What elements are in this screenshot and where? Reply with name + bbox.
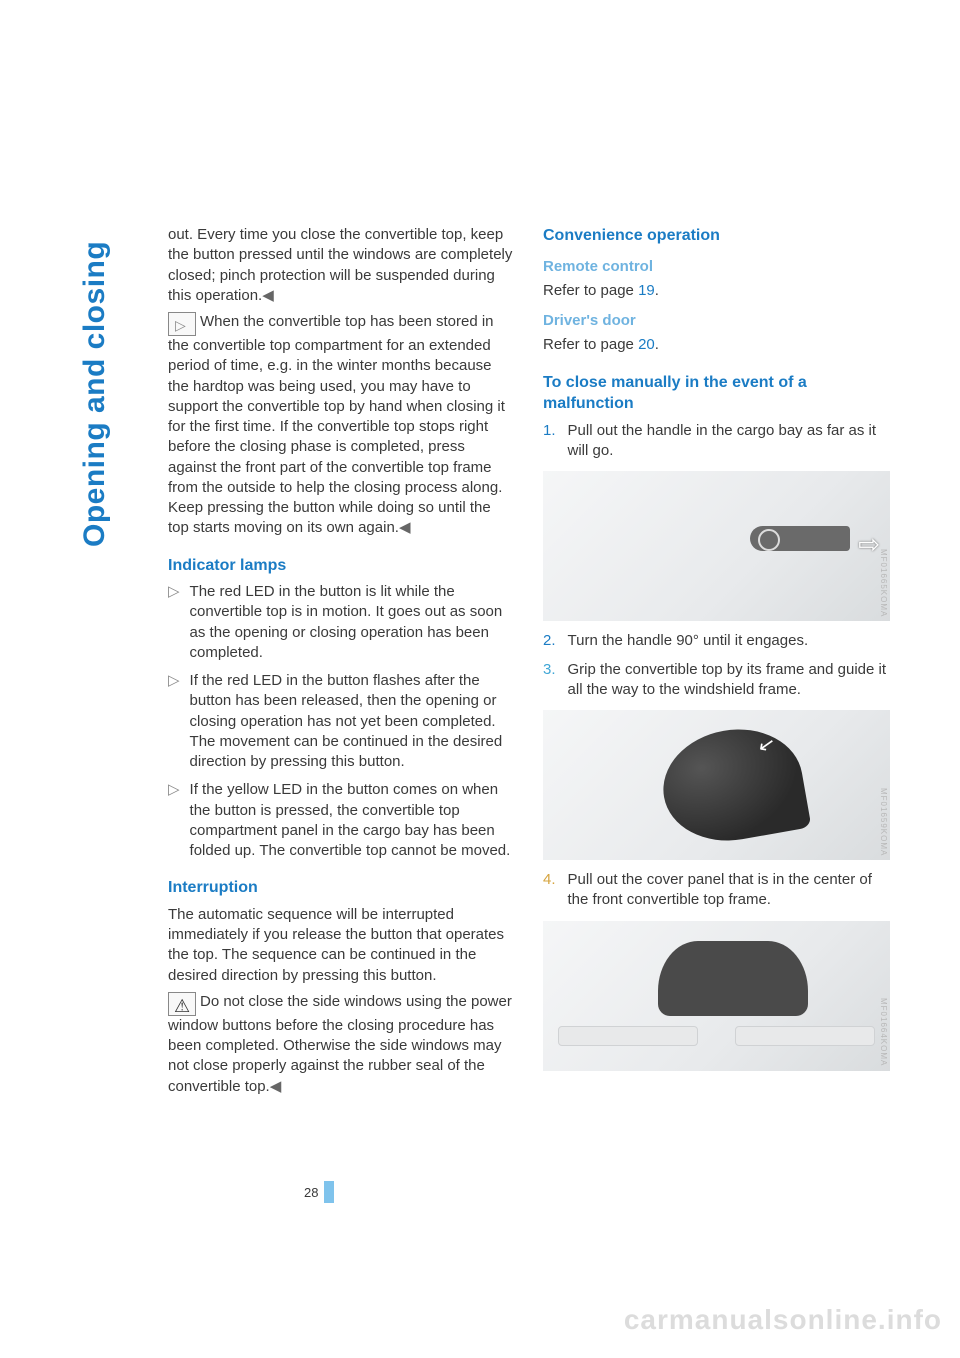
list-item: 1. Pull out the handle in the cargo bay a… [543,421,890,462]
bullet-icon: ▷ [168,582,180,663]
step-number: 3. [543,660,556,701]
body-text: When the convertible top has been stored… [168,313,505,536]
paragraph: Refer to page 20. [543,335,890,355]
page-number: 28 [304,1181,334,1203]
body-text: Do not close the side windows using the … [168,993,512,1095]
heading-remote-control: Remote control [543,257,890,277]
numbered-list: 1. Pull out the handle in the cargo bay a… [543,421,890,462]
watermark: carmanualsonline.info [624,1304,942,1336]
page-bar-icon [324,1181,334,1203]
body-text: Refer to page [543,336,638,353]
page-link[interactable]: 19 [638,282,655,299]
paragraph: Do not close the side windows using the … [168,992,515,1097]
left-column: out. Every time you close the convertibl… [168,225,515,1103]
body-text: Turn the handle 90° until it engages. [568,631,809,651]
heading-manual-close: To close manually in the event of a malf… [543,372,890,415]
right-column: Convenience operation Remote control Ref… [543,225,890,1103]
figure-id: MF01665KOMA [877,549,888,617]
bullet-icon: ▷ [168,671,180,772]
list-item: ▷If the yellow LED in the button comes o… [168,780,515,861]
figure-handle: ⇨ MF01665KOMA [543,471,890,621]
step-number: 4. [543,870,556,911]
body-text: Refer to page [543,282,638,299]
list-item: 2. Turn the handle 90° until it engages. [543,631,890,651]
paragraph: The automatic sequence will be interrupt… [168,905,515,986]
heading-indicator-lamps: Indicator lamps [168,555,515,577]
page-content: out. Every time you close the convertibl… [90,0,890,1358]
bullet-icon: ▷ [168,780,180,861]
body-text: Pull out the handle in the cargo bay as … [568,421,890,462]
list-item: ▷If the red LED in the button flashes af… [168,671,515,772]
end-marker-icon: ◀ [262,287,274,304]
list-item: 3. Grip the convertible top by its frame … [543,660,890,701]
numbered-list: 2.Turn the handle 90° until it engages. … [543,631,890,700]
list-item: ▷The red LED in the button is lit while … [168,582,515,663]
numbered-list: 4. Pull out the cover panel that is in th… [543,870,890,911]
body-text: The red LED in the button is lit while t… [190,582,515,663]
body-text: . [655,336,659,353]
figure-shape [558,1026,698,1046]
body-text: If the red LED in the button flashes aft… [190,671,515,772]
end-marker-icon: ◀ [270,1078,282,1095]
figure-shape [750,526,850,551]
paragraph: out. Every time you close the convertibl… [168,225,515,306]
heading-convenience: Convenience operation [543,225,890,247]
figure-cover-panel: MF01664KOMA [543,921,890,1071]
heading-interruption: Interruption [168,877,515,899]
list-item: 4. Pull out the cover panel that is in th… [543,870,890,911]
figure-id: MF01659KOMA [877,788,888,856]
tip-icon [168,312,196,336]
warning-icon [168,992,196,1016]
figure-shape [655,719,812,852]
figure-top-frame: ↙ MF01659KOMA [543,710,890,860]
step-number: 1. [543,421,556,462]
body-text: Grip the convertible top by its frame an… [568,660,890,701]
step-number: 2. [543,631,556,651]
page-link[interactable]: 20 [638,336,655,353]
figure-shape [658,941,808,1016]
paragraph: When the convertible top has been stored… [168,312,515,539]
figure-shape [735,1026,875,1046]
body-text: . [655,282,659,299]
body-text: Pull out the cover panel that is in the … [568,870,890,911]
heading-drivers-door: Driver's door [543,311,890,331]
two-column-layout: out. Every time you close the convertibl… [90,225,890,1103]
bullet-list: ▷The red LED in the button is lit while … [168,582,515,861]
paragraph: Refer to page 19. [543,281,890,301]
body-text: If the yellow LED in the button comes on… [190,780,515,861]
figure-id: MF01664KOMA [877,998,888,1066]
page-number-text: 28 [304,1185,318,1200]
body-text: out. Every time you close the convertibl… [168,226,512,304]
end-marker-icon: ◀ [399,519,411,536]
